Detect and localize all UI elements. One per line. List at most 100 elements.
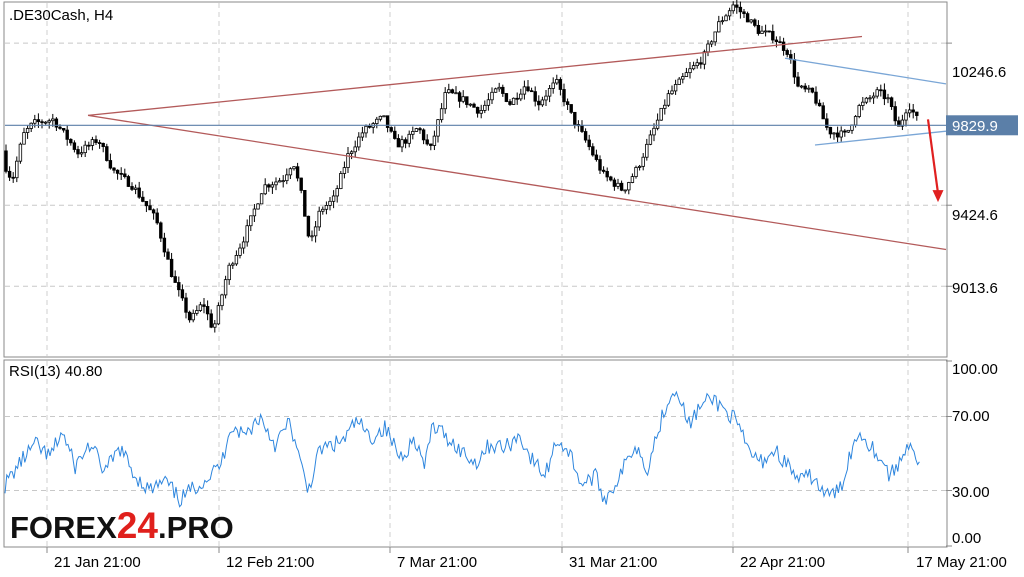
candle-body xyxy=(637,165,642,168)
candle-body xyxy=(825,118,829,128)
brand-logo-prefix: FOREX xyxy=(10,510,117,545)
candle-body xyxy=(58,126,62,129)
candle-body xyxy=(220,294,224,307)
x-tick-marks xyxy=(46,547,909,553)
candle-body xyxy=(900,119,905,127)
candle-body xyxy=(882,89,887,100)
candle-body xyxy=(411,131,415,135)
candle-body xyxy=(673,84,678,92)
candle-body xyxy=(187,311,192,321)
candle-body xyxy=(223,279,228,296)
candle-body xyxy=(551,82,555,89)
candle-body xyxy=(468,103,473,106)
candle-body xyxy=(717,21,721,33)
candle-body xyxy=(652,127,656,136)
x-tick-label: 12 Feb 21:00 xyxy=(226,554,314,571)
candle-body xyxy=(778,41,782,44)
candle-body xyxy=(231,263,235,266)
candle-body xyxy=(504,93,509,102)
candle-body xyxy=(11,176,15,179)
price-grid xyxy=(5,3,952,356)
candle-body xyxy=(33,119,37,124)
x-tick-label: 17 May 21:00 xyxy=(916,554,1007,571)
price-chart-title: .DE30Cash, H4 xyxy=(9,7,113,24)
candle-body xyxy=(835,132,840,138)
candle-body xyxy=(889,97,894,107)
candle-body xyxy=(771,30,775,41)
candle-body xyxy=(907,109,912,114)
candle-body xyxy=(385,115,390,128)
candle-body xyxy=(447,89,451,93)
rsi-grid xyxy=(5,360,952,547)
candle-body xyxy=(22,132,26,145)
candle-body xyxy=(875,89,879,97)
candle-body xyxy=(335,188,339,197)
candle-body xyxy=(663,104,667,109)
candle-body xyxy=(357,136,361,148)
candle-body xyxy=(400,139,404,148)
candle-body xyxy=(713,31,717,43)
candle-body xyxy=(807,87,811,90)
candle-body xyxy=(51,118,55,122)
candle-body xyxy=(738,6,743,13)
candle-body xyxy=(209,313,213,328)
candle-body xyxy=(36,119,41,123)
rsi-tick-label: 30.00 xyxy=(952,484,990,501)
brand-logo-highlight: 24 xyxy=(117,505,159,546)
candle-body xyxy=(792,59,797,78)
candle-body xyxy=(540,99,545,106)
candle-body xyxy=(432,135,437,146)
current-price-marker: 9829.9 xyxy=(5,115,1018,136)
candle-body xyxy=(306,215,311,237)
candle-body xyxy=(439,108,444,121)
candle-body xyxy=(202,304,206,307)
candle-body xyxy=(133,187,138,190)
candle-body xyxy=(277,180,282,183)
candle-body xyxy=(817,102,822,107)
candle-body xyxy=(292,166,296,170)
candle-body xyxy=(562,89,566,103)
candle-body xyxy=(724,15,728,22)
candle-body xyxy=(493,88,498,93)
candle-body xyxy=(159,222,163,239)
price-tick-label: 9424.6 xyxy=(952,207,998,224)
candle-body xyxy=(227,264,231,281)
candle-body xyxy=(706,43,710,53)
candle-body xyxy=(915,111,919,116)
candle-body xyxy=(681,76,685,80)
x-tick-label: 31 Mar 21:00 xyxy=(569,554,657,571)
candle-body xyxy=(310,235,314,238)
brand-logo-suffix: .PRO xyxy=(158,510,234,545)
candle-body xyxy=(47,120,51,123)
candle-body xyxy=(648,134,653,145)
candle-body xyxy=(349,151,354,154)
candle-body xyxy=(605,171,609,178)
candle-body xyxy=(519,93,523,100)
candle-body xyxy=(803,85,807,90)
candle-body xyxy=(544,95,548,101)
candle-body xyxy=(774,39,779,43)
x-tick-label: 21 Jan 21:00 xyxy=(54,554,141,571)
price-tick-label: 9013.6 xyxy=(952,280,998,297)
rsi-panel-frame xyxy=(3,359,948,548)
candle-body xyxy=(126,176,131,187)
candle-body xyxy=(72,142,77,150)
candle-body xyxy=(645,143,649,158)
candle-body xyxy=(328,200,332,206)
candle-body xyxy=(598,159,602,171)
candle-body xyxy=(760,30,764,34)
candle-body xyxy=(87,144,91,147)
candle-body xyxy=(511,97,516,105)
candle-body xyxy=(191,312,195,321)
candle-body xyxy=(108,160,113,169)
candle-body xyxy=(241,241,246,249)
candle-body xyxy=(61,128,66,131)
rsi-tick-label: 0.00 xyxy=(952,530,981,547)
candle-body xyxy=(76,149,80,155)
candle-body xyxy=(346,153,350,168)
candle-body xyxy=(699,62,703,65)
candle-body xyxy=(94,139,98,143)
candle-body xyxy=(655,119,660,129)
candle-body xyxy=(274,181,278,186)
candle-body xyxy=(897,120,901,127)
